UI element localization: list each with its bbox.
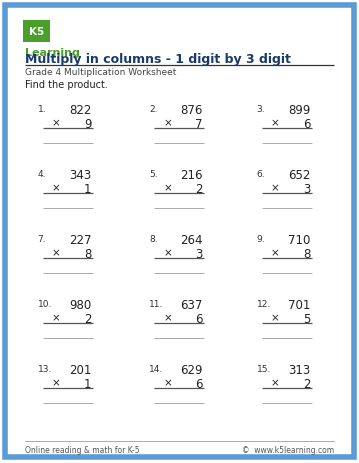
Text: ×: × [271,183,280,193]
Text: 201: 201 [69,363,92,376]
Text: Learning: Learning [25,48,80,58]
Text: 12.: 12. [257,300,271,308]
Text: 7.: 7. [38,235,46,244]
Text: 3: 3 [303,183,311,196]
Text: 14.: 14. [149,364,163,373]
Text: ×: × [271,118,280,128]
Text: ×: × [271,248,280,258]
Text: Multiply in columns - 1 digit by 3 digit: Multiply in columns - 1 digit by 3 digit [25,53,291,66]
Text: 652: 652 [288,169,311,182]
Text: 264: 264 [180,234,203,247]
Text: 6.: 6. [257,170,265,179]
Text: 343: 343 [69,169,92,182]
Text: 13.: 13. [38,364,52,373]
Text: 876: 876 [181,104,203,117]
Text: 216: 216 [180,169,203,182]
Text: ×: × [52,313,61,323]
Text: Online reading & math for K-5: Online reading & math for K-5 [25,445,140,454]
Text: 227: 227 [69,234,92,247]
Text: ×: × [163,118,172,128]
Text: K5: K5 [29,27,45,37]
Text: 710: 710 [288,234,311,247]
Text: 11.: 11. [149,300,163,308]
Text: 1: 1 [84,377,92,390]
Text: Find the product.: Find the product. [25,80,108,90]
Text: 2: 2 [195,183,203,196]
Text: ×: × [163,377,172,388]
Text: ×: × [163,313,172,323]
Text: 3: 3 [195,248,203,261]
Text: 637: 637 [181,299,203,312]
Text: ×: × [52,377,61,388]
Text: 899: 899 [288,104,311,117]
Text: 2.: 2. [149,105,158,114]
Text: 980: 980 [69,299,92,312]
Text: ×: × [271,377,280,388]
Text: ×: × [163,183,172,193]
Text: ×: × [52,248,61,258]
Text: 2: 2 [303,377,311,390]
Text: 6: 6 [195,377,203,390]
FancyBboxPatch shape [23,21,50,43]
Text: 629: 629 [180,363,203,376]
Text: 5: 5 [303,313,311,325]
Text: ×: × [271,313,280,323]
Text: ×: × [163,248,172,258]
Text: 10.: 10. [38,300,52,308]
Text: 5.: 5. [149,170,158,179]
Text: ©  www.k5learning.com: © www.k5learning.com [242,445,334,454]
Text: 313: 313 [288,363,311,376]
Text: 7: 7 [195,118,203,131]
Text: Grade 4 Multiplication Worksheet: Grade 4 Multiplication Worksheet [25,68,177,77]
Text: ×: × [52,118,61,128]
Text: 8.: 8. [149,235,158,244]
Text: 8: 8 [303,248,311,261]
Text: 4.: 4. [38,170,46,179]
Text: 6: 6 [195,313,203,325]
Text: 1: 1 [84,183,92,196]
Text: 15.: 15. [257,364,271,373]
Text: 3.: 3. [257,105,265,114]
FancyBboxPatch shape [5,6,354,457]
Text: 9: 9 [84,118,92,131]
Text: 8: 8 [84,248,92,261]
Text: ×: × [52,183,61,193]
Text: 2: 2 [84,313,92,325]
Text: 701: 701 [288,299,311,312]
Text: 1.: 1. [38,105,46,114]
Text: 9.: 9. [257,235,265,244]
Text: 822: 822 [69,104,92,117]
Text: 6: 6 [303,118,311,131]
